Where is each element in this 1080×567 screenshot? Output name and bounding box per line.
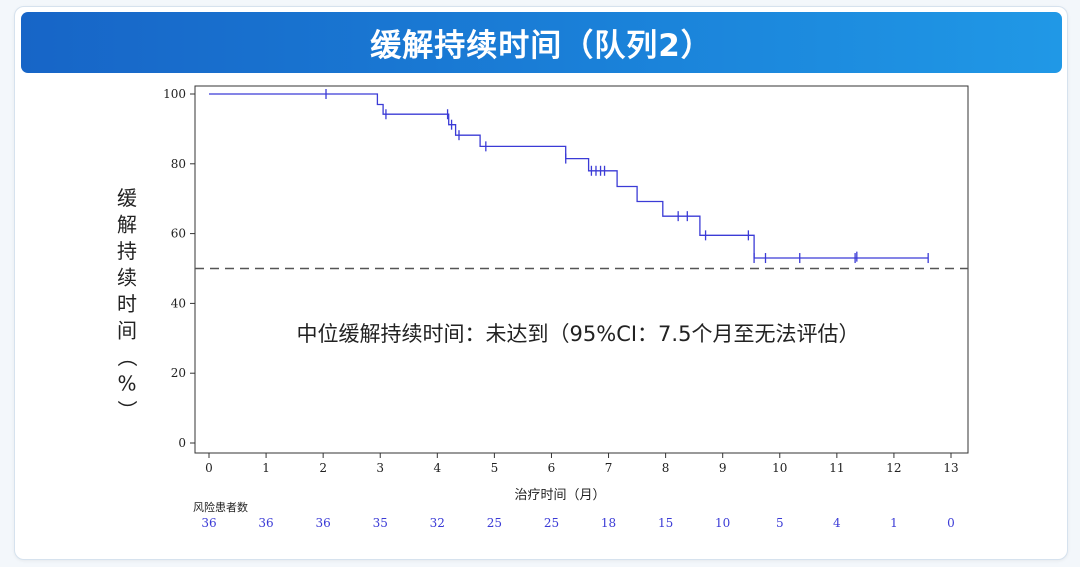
x-tick-label: 1 (262, 461, 270, 475)
risk-count: 25 (487, 516, 502, 530)
x-tick-label: 0 (205, 461, 213, 475)
risk-table: 36 36 36 35 32 25 25 18 15 10 5 4 1 0 (201, 516, 954, 530)
risk-count: 5 (776, 516, 784, 530)
y-axis-title: 缓解持续时间 （% ） (115, 186, 139, 420)
plot-frame (194, 85, 969, 454)
x-tick-label: 9 (719, 461, 727, 475)
y-tick-label: 80 (171, 157, 186, 171)
risk-count: 1 (890, 516, 898, 530)
risk-count: 36 (258, 516, 273, 530)
title-banner: 缓解持续时间（队列2） (21, 12, 1062, 73)
x-tick-label: 3 (376, 461, 384, 475)
risk-table-label: 风险患者数 (193, 500, 248, 514)
risk-count: 0 (947, 516, 955, 530)
risk-count: 10 (715, 516, 730, 530)
risk-count: 35 (373, 516, 388, 530)
x-tick-label: 4 (433, 461, 441, 475)
y-tick-label: 0 (178, 436, 186, 450)
risk-count: 25 (544, 516, 559, 530)
x-tick-label: 6 (548, 461, 556, 475)
risk-count: 15 (658, 516, 673, 530)
x-tick-label: 13 (943, 461, 958, 475)
y-axis-title-char: 解 (117, 213, 137, 237)
censor-marks (325, 89, 929, 264)
y-tick-label: 100 (163, 87, 186, 101)
y-tick-label: 40 (171, 296, 186, 310)
median-annotation: 中位缓解持续时间：未达到（95%CI：7.5个月至无法评估） (297, 322, 860, 346)
x-axis-title: 治疗时间（月） (514, 488, 605, 503)
x-tick-label: 10 (772, 461, 787, 475)
page-title: 缓解持续时间（队列2） (370, 28, 713, 64)
y-axis-title-char: （ (115, 347, 139, 367)
y-axis-title-char: % (117, 372, 136, 396)
risk-count: 36 (201, 516, 216, 530)
y-tick-label: 20 (171, 366, 186, 380)
x-axis: 0 1 2 3 4 5 6 7 8 9 10 11 12 13 (205, 453, 959, 475)
y-axis-title-char: 间 (117, 319, 137, 343)
y-axis-title-char: 缓 (117, 186, 137, 210)
x-tick-label: 2 (319, 461, 327, 475)
y-axis-title-char: 时 (117, 292, 137, 316)
risk-count: 32 (430, 516, 445, 530)
y-axis-title-char: 持 (117, 239, 137, 263)
x-tick-label: 7 (605, 461, 613, 475)
y-axis: 0 20 40 60 80 100 (163, 87, 195, 450)
risk-count: 36 (316, 516, 331, 530)
y-axis-title-char: 续 (117, 266, 137, 290)
x-tick-label: 11 (829, 461, 844, 475)
risk-count: 18 (601, 516, 616, 530)
risk-count: 4 (833, 516, 841, 530)
chart-card (14, 6, 1068, 560)
x-tick-label: 5 (491, 461, 499, 475)
x-tick-label: 8 (662, 461, 670, 475)
y-axis-title-char: ） (115, 400, 139, 420)
y-tick-label: 60 (171, 227, 186, 241)
x-tick-label: 12 (886, 461, 901, 475)
survival-curve (209, 93, 929, 259)
